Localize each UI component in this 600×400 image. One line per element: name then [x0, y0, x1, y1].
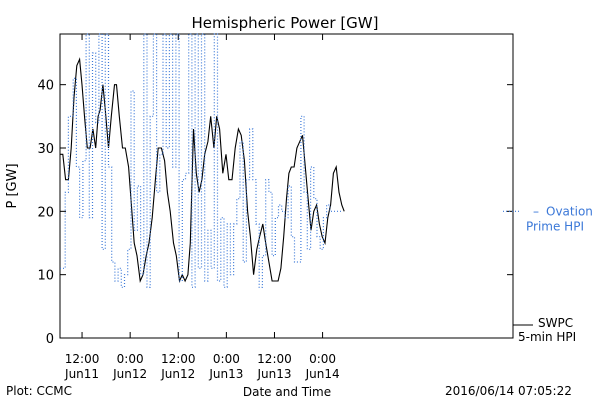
y-tick-label: 10 — [37, 269, 54, 284]
x-tick-date-label: Jun13 — [208, 367, 243, 381]
legend-swpc-label-line2: 5-min HPI — [518, 330, 576, 344]
legend-ovation-label-line2: Prime HPI — [526, 219, 584, 233]
y-tick-label: 0 — [46, 332, 54, 347]
x-tick-time-label: 12:00 — [65, 352, 100, 366]
x-tick-date-label: Jun12 — [112, 367, 147, 381]
plot-credit: Plot: CCMC — [6, 384, 72, 398]
y-tick-label: 20 — [37, 205, 54, 220]
x-tick-date-label: Jun11 — [64, 367, 99, 381]
x-tick-time-label: 0:00 — [309, 352, 336, 366]
x-tick-date-label: Jun12 — [160, 367, 195, 381]
x-tick-time-label: 0:00 — [213, 352, 240, 366]
legend-ovation-dash: – — [533, 204, 539, 218]
x-tick-time-label: 12:00 — [257, 352, 292, 366]
plot-frame — [59, 33, 514, 339]
y-tick-label: 40 — [37, 79, 54, 94]
y-axis-label: P [GW] — [5, 163, 20, 208]
plot-area: 01020304012:00Jun110:00Jun1212:00Jun120:… — [37, 33, 593, 381]
series-swpc-line — [60, 57, 345, 284]
x-tick-time-label: 12:00 — [161, 352, 196, 366]
plot-timestamp: 2016/06/14 07:05:22 — [445, 384, 572, 398]
legend-swpc-label-line1: SWPC — [538, 316, 573, 330]
legend-ovation-label-line1: Ovation — [546, 204, 593, 218]
x-tick-date-label: Jun13 — [256, 367, 291, 381]
series-ovation-prime-line — [60, 33, 343, 288]
y-tick-label: 30 — [37, 142, 54, 157]
x-axis-label: Date and Time — [243, 385, 331, 399]
chart-title: Hemispheric Power [GW] — [192, 14, 379, 32]
x-tick-time-label: 0:00 — [117, 352, 144, 366]
x-tick-date-label: Jun14 — [305, 367, 340, 381]
